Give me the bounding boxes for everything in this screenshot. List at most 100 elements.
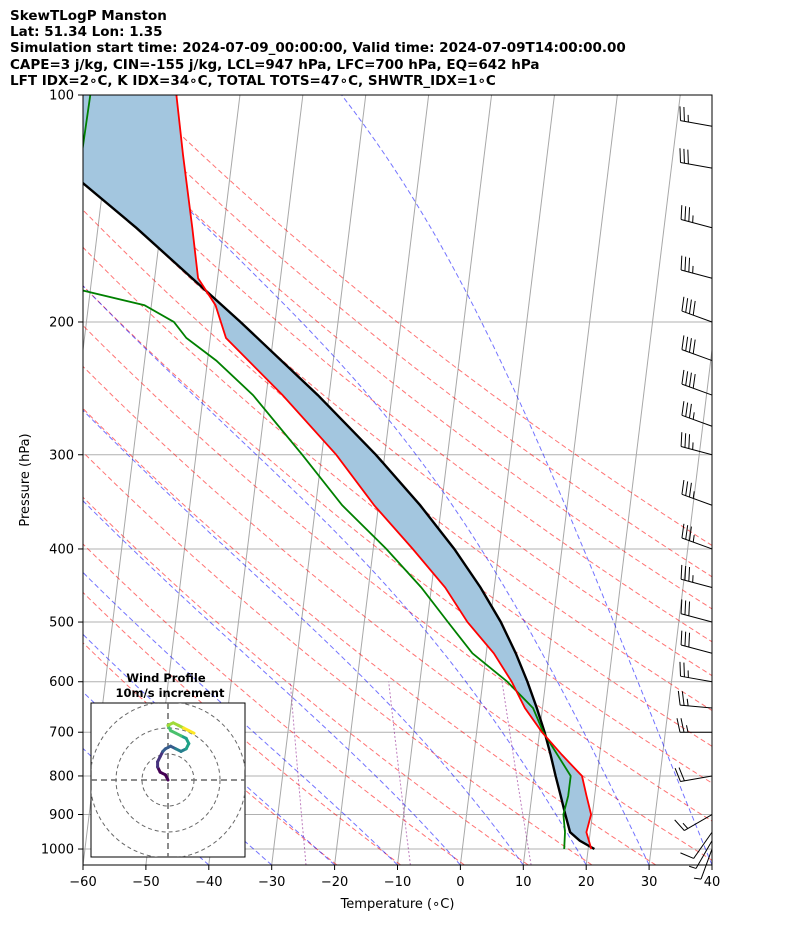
mixing-ratio-line [289, 681, 307, 865]
hodograph-trace-segment [187, 729, 196, 735]
wind-barb-flag [679, 661, 681, 677]
isotherm-line [522, 95, 618, 865]
wind-barb-flag [688, 338, 692, 353]
wind-barb [680, 255, 713, 279]
wind-barb-staff [681, 310, 713, 323]
wind-barb-staff [680, 675, 713, 683]
wind-barb-staff [700, 848, 713, 880]
wind-barb-flag [680, 564, 683, 580]
wind-barb-flag [678, 767, 685, 782]
wind-barb-half-flag [692, 534, 695, 543]
wind-barb [679, 106, 713, 127]
wind-barb-flag [684, 256, 687, 272]
wind-barb [681, 523, 713, 550]
moist-adiabat [83, 101, 650, 865]
x-axis-label: Temperature (∘C) [340, 897, 455, 912]
wind-barb-flag [680, 205, 683, 220]
y-tick-label: 900 [49, 808, 74, 823]
wind-barb-flag [688, 434, 691, 449]
wind-barb [693, 848, 713, 880]
isotherm-line [459, 95, 555, 865]
wind-barb-flag [688, 601, 691, 616]
y-tick-label: 400 [49, 542, 74, 557]
wind-barb-flag [692, 339, 696, 354]
isotherm-line [83, 95, 115, 355]
moist-adiabat [83, 633, 335, 865]
y-tick-label: 500 [49, 616, 74, 631]
x-tick-label: −40 [195, 875, 222, 890]
wind-barb-half-flag [686, 698, 689, 706]
wind-barb-flag [683, 662, 685, 677]
wind-barb [680, 432, 713, 456]
temperature-line [175, 95, 593, 850]
wind-barb-flag [684, 600, 687, 615]
wind-barb-flag [688, 372, 692, 387]
y-tick-label: 700 [49, 726, 74, 741]
x-tick-label: −60 [69, 875, 96, 890]
wind-barb [681, 369, 713, 396]
wind-barb-staff [681, 414, 713, 427]
wind-barb-flag [684, 206, 687, 221]
x-tick-label: 40 [704, 875, 721, 890]
y-tick-label: 800 [49, 769, 74, 784]
wind-barb-flag [679, 148, 681, 163]
wind-barb-flag [681, 691, 685, 706]
wind-barb-staff [681, 383, 713, 396]
wind-barb-flag [684, 631, 687, 647]
wind-barb-staff [681, 349, 713, 362]
wind-barb-flag [681, 480, 685, 495]
wind-barb-flag [687, 149, 689, 164]
title-station: SkewTLogP Manston [10, 8, 167, 24]
wind-barb-flag [681, 296, 685, 312]
y-tick-label: 100 [49, 89, 74, 104]
wind-barb-staff [680, 120, 713, 127]
cin-cape-shaded-area [83, 95, 595, 849]
wind-barb [680, 630, 713, 654]
wind-barb-flag [680, 852, 694, 859]
wind-barb-staff [680, 445, 713, 456]
isotherm-line [648, 345, 712, 865]
wind-barb-staff [681, 493, 713, 506]
x-tick-label: 20 [578, 875, 595, 890]
wind-barb [679, 148, 713, 169]
wind-barb-flag [688, 567, 691, 582]
wind-barb-half-flag [692, 491, 695, 499]
wind-barb-flag [681, 335, 685, 350]
y-axis-label: Pressure (hPa) [18, 433, 33, 526]
moist-adiabat [83, 409, 524, 865]
mixing-ratio-line [388, 681, 411, 865]
wind-barb-flag [680, 599, 683, 614]
x-tick-label: −30 [258, 875, 285, 890]
moist-adiabat [83, 571, 398, 865]
wind-barb-staff [680, 775, 713, 782]
wind-barb-flag [688, 207, 691, 222]
y-tick-label: 300 [49, 448, 74, 463]
wind-barb-flag [676, 718, 681, 733]
wind-barb-flag [688, 482, 692, 498]
wind-barb-staff [680, 704, 713, 709]
moist-adiabat [83, 285, 587, 865]
x-tick-label: −50 [132, 875, 159, 890]
wind-barb-flag [681, 401, 685, 416]
title-indices-stability: LFT IDX=2∘C, K IDX=34∘C, TOTAL TOTS=47∘C… [10, 73, 496, 89]
wind-barb-flag [683, 148, 685, 164]
hodograph-title: Wind Profile [126, 671, 206, 685]
dry-adiabat [83, 173, 712, 677]
x-tick-label: −20 [321, 875, 348, 890]
wind-barb-flag [688, 403, 692, 419]
dry-adiabat [83, 137, 712, 643]
isotherm-line [711, 860, 712, 865]
wind-barb [677, 690, 713, 709]
dewpoint-line [83, 95, 572, 850]
wind-barb-staff [680, 269, 713, 279]
wind-barb [681, 401, 713, 427]
mixing-ratio-line [501, 681, 532, 865]
y-tick-label: 1000 [41, 843, 74, 858]
wind-barb-staff [680, 644, 713, 654]
isotherm-line [397, 95, 493, 865]
wind-barb-staff [680, 162, 713, 169]
wind-barb-half-flag [686, 725, 689, 733]
wind-barb-staff [695, 840, 713, 869]
wind-barb-staff [684, 814, 713, 831]
wind-barb-flag [692, 300, 696, 316]
